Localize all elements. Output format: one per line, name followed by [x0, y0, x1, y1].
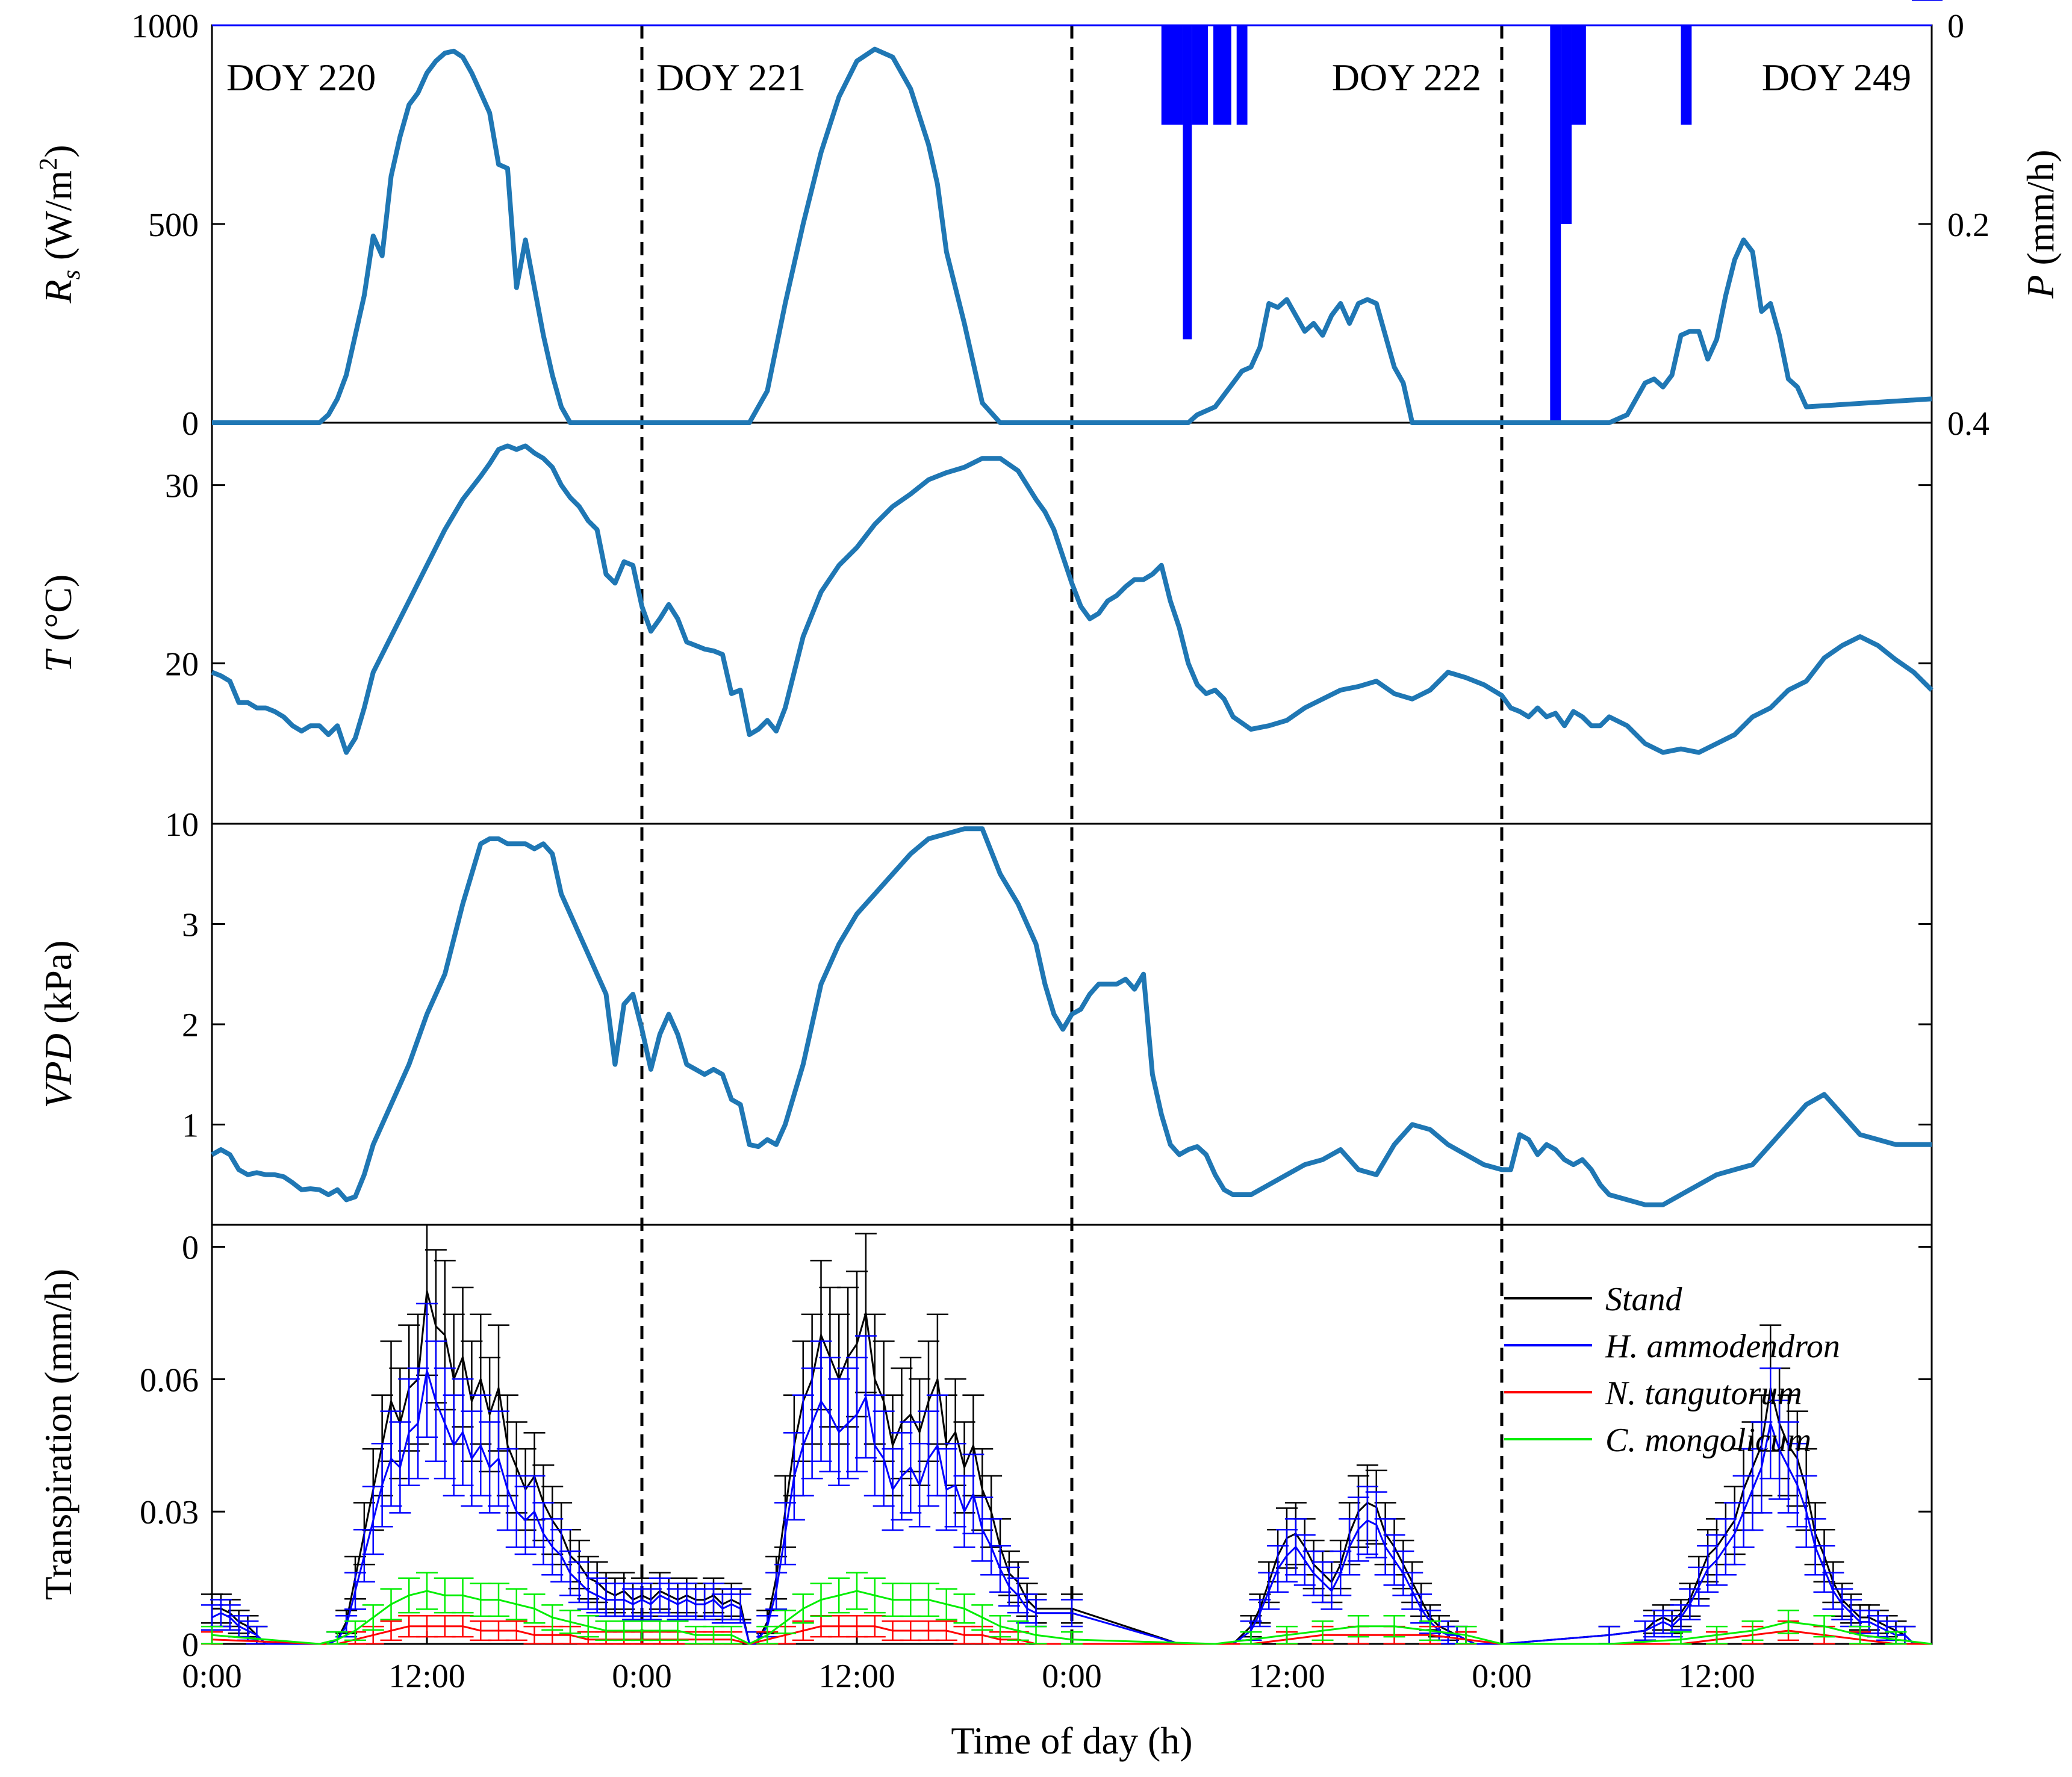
precip-tick-label: 0.2 — [1947, 207, 1990, 244]
precip-bar — [1236, 25, 1248, 125]
y-axis-title-t: T (°C) — [37, 574, 79, 673]
precip-bar — [1572, 25, 1586, 125]
axis-labels: 0:00 12:00 0:00 12:00 0:00 12:00 0:00 12:00 0 500… — [35, 8, 2062, 1695]
y-axis-title-symbol: P — [2019, 275, 2062, 299]
day-label-doy-220: DOY 220 — [226, 56, 376, 99]
y-axis-title-precip: P (mm/h) — [2019, 149, 2062, 299]
y-tick-label: 1 — [182, 1107, 199, 1145]
series-line-t — [211, 443, 1934, 755]
x-tick-label: 12:00 — [1248, 1658, 1325, 1695]
y-axis-title-close: ) — [37, 145, 79, 157]
y-axis-title-subscript: s — [58, 270, 86, 279]
legend-label-stand: Stand — [1605, 1281, 1683, 1318]
legend-label-h-ammodendron: H. ammodendron — [1605, 1328, 1840, 1365]
x-tick-label: 12:00 — [1678, 1658, 1755, 1695]
precip-bar — [1561, 25, 1572, 224]
y-axis-title-vpd: VPD (kPa) — [37, 940, 79, 1108]
legend-label-n-tangutorum: N. tangutorum — [1605, 1375, 1802, 1412]
series-line-rs — [212, 46, 1932, 425]
y-axis-title-unit: (°C) — [37, 574, 79, 651]
x-tick-label: 0:00 — [1472, 1658, 1532, 1695]
y-axis-title-symbol: T — [37, 648, 79, 672]
x-tick-label: 0:00 — [612, 1658, 672, 1695]
y-axis-title-symbol: Transpiration (mm/h) — [37, 1269, 79, 1601]
precip-bar — [1192, 25, 1209, 125]
day-label-doy-221: DOY 221 — [656, 56, 806, 99]
series-line-vpd — [211, 826, 1932, 1207]
data-marks — [201, 0, 1943, 1645]
y-axis-title-rs: Rs (W/m2) — [35, 145, 86, 303]
precip-bar — [1550, 25, 1561, 423]
y-tick-label: 30 — [165, 468, 199, 505]
precip-tick-label: 0.4 — [1947, 405, 1990, 443]
y-tick-label: 0.06 — [140, 1362, 199, 1399]
y-tick-label: 3 — [182, 907, 199, 944]
series-line-stand — [212, 1290, 1915, 1645]
y-axis-title-superscript: 2 — [35, 158, 63, 170]
y-axis-title-transpiration: Transpiration (mm/h) — [37, 1269, 79, 1601]
precip-tick-label: 0 — [1947, 8, 1964, 45]
y-tick-label: 500 — [148, 207, 199, 244]
y-tick-label: 1000 — [131, 8, 199, 45]
series-line-h-ammodendron — [211, 1369, 1915, 1645]
x-tick-label: 12:00 — [388, 1658, 465, 1695]
x-axis-title: Time of day (h) — [951, 1719, 1192, 1762]
y-axis-title-symbol: R — [37, 279, 79, 303]
day-separators — [640, 25, 1504, 1644]
y-tick-label: 0 — [182, 1230, 199, 1267]
y-tick-label: 20 — [165, 646, 199, 683]
series-line-c-mongolicum — [211, 1590, 1932, 1645]
precip-bar — [1681, 25, 1692, 125]
legend-label-c-mongolicum: C. mongolicum — [1605, 1422, 1811, 1459]
y-tick-label: 10 — [165, 806, 199, 844]
x-tick-label: 0:00 — [182, 1658, 242, 1695]
x-tick-label: 12:00 — [818, 1658, 895, 1695]
day-label-doy-222: DOY 222 — [1332, 56, 1481, 99]
y-tick-label: 2 — [182, 1007, 199, 1044]
y-tick-label: 0.03 — [140, 1494, 199, 1531]
precip-bar — [1213, 25, 1231, 125]
y-tick-label: 0 — [182, 405, 199, 443]
day-label-doy-249: DOY 249 — [1762, 56, 1911, 99]
y-tick-label: 0 — [182, 1626, 199, 1664]
y-axis-title-unit: (mm/h) — [2019, 149, 2062, 275]
y-axis-title-symbol: VPD — [37, 1033, 79, 1108]
precip-bar — [1161, 25, 1183, 125]
y-axis-title-unit: (kPa) — [37, 940, 79, 1033]
y-axis-title-unit: (W/m — [37, 170, 79, 270]
x-tick-label: 0:00 — [1042, 1658, 1102, 1695]
precip-bar — [1183, 25, 1192, 340]
